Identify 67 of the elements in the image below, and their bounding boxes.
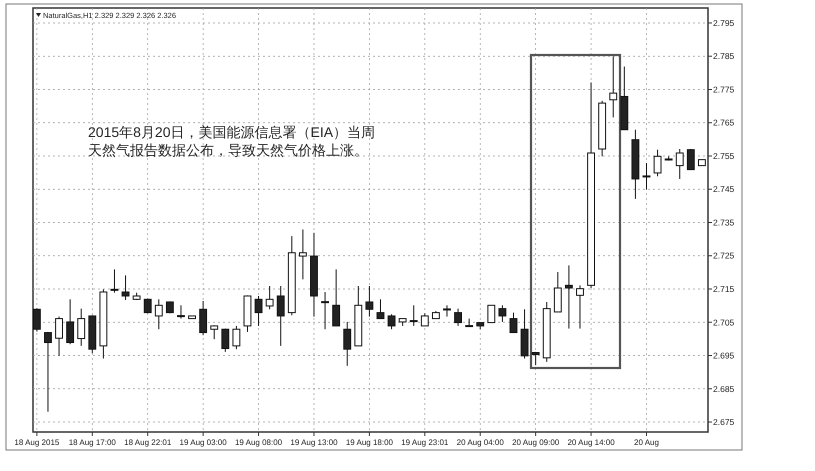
candlestick: [199, 300, 208, 336]
candlestick: [276, 286, 285, 346]
candlestick: [532, 351, 540, 366]
candlestick: [332, 268, 340, 326]
candlestick: [686, 148, 695, 170]
candlestick: [654, 149, 662, 177]
candlestick: [110, 268, 118, 294]
candlestick: [221, 328, 230, 352]
candlestick: [55, 316, 63, 356]
candlestick: [554, 272, 562, 312]
y-tick-label: 2.715: [713, 284, 735, 294]
candlestick: [487, 304, 496, 324]
candlestick: [77, 308, 86, 346]
x-tick-label: 19 Aug 23:01: [401, 438, 449, 447]
candlestick: [321, 291, 329, 330]
candlestick: [365, 286, 374, 318]
candlestick: [642, 162, 650, 190]
candlestick: [376, 298, 384, 320]
candlestick: [465, 318, 474, 328]
y-tick-label: 2.745: [713, 184, 735, 194]
y-tick-label: 2.725: [713, 250, 735, 261]
x-tick-label: 20 Aug 09:00: [512, 438, 560, 447]
candlestick: [266, 286, 274, 310]
annotation: 2015年8月20日，美国能源信息署（EIA）当周天然气报告数据公布，导致天然气价格上涨。: [88, 124, 376, 158]
candlestick: [410, 304, 418, 326]
y-tick-label: 2.755: [713, 150, 735, 161]
x-tick-label: 19 Aug 13:00: [290, 438, 338, 447]
x-tick-label: 20 Aug 14:00: [567, 438, 616, 447]
candlestick: [210, 324, 218, 340]
y-tick-label: 2.705: [713, 317, 735, 328]
y-tick-label: 2.785: [713, 51, 735, 62]
x-tick-label: 18 Aug 22:01: [124, 438, 172, 447]
candlestick: [564, 264, 573, 330]
candlestick: [122, 274, 130, 300]
candlestick: [177, 304, 185, 320]
y-tick-label: 2.795: [713, 18, 735, 28]
candlestick: [576, 284, 584, 330]
candlestick: [44, 331, 52, 412]
y-tick-label: 2.685: [713, 384, 735, 394]
candlestick: [32, 308, 41, 332]
candlestick: [420, 312, 429, 326]
candlestick: [510, 312, 518, 334]
candlestick: [232, 325, 240, 350]
candlestick: [298, 228, 307, 280]
y-tick-label: 2.675: [713, 417, 735, 428]
candlestick: [154, 298, 163, 330]
x-tick-label: 19 Aug 08:00: [234, 438, 283, 447]
candlestick: [498, 304, 506, 322]
x-tick-label: 18 Aug 17:00: [68, 438, 116, 447]
candlestick: [388, 314, 396, 330]
candlestick: [676, 148, 684, 180]
x-tick-label: 19 Aug 18:00: [346, 438, 394, 447]
y-tick-label: 2.765: [713, 118, 735, 128]
candlestick: [443, 304, 451, 318]
y-tick-label: 2.695: [713, 350, 735, 361]
x-tick-label: 20 Aug: [634, 438, 659, 447]
candlestick: [454, 308, 462, 326]
candlestick: [66, 298, 74, 345]
y-tick-label: 2.775: [713, 84, 735, 94]
x-tick-label: 19 Aug 03:00: [180, 438, 228, 447]
y-tick-label: 2.735: [713, 217, 735, 228]
candlestick: [343, 321, 352, 366]
x-tick-label: 20 Aug 04:00: [456, 438, 504, 447]
candlestick: [254, 295, 262, 326]
candlestick: [144, 298, 152, 314]
candlestick: [609, 56, 618, 118]
x-tick-label: 18 Aug 2015: [14, 438, 60, 447]
